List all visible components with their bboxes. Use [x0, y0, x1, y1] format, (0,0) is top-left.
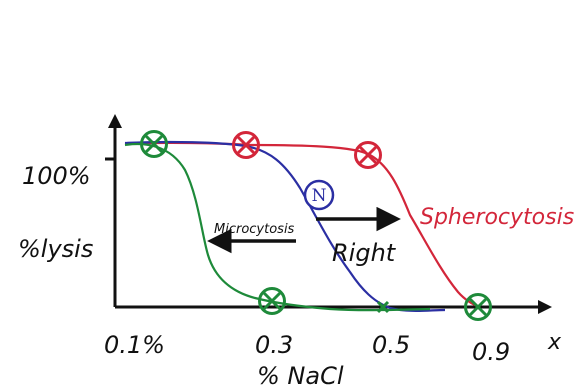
series-line-normal: [124, 140, 446, 312]
chart-text: 100% %lysis 0.1% 0.3 0.5 0.9 x % NaCl Mi…: [18, 162, 574, 390]
marker-spherocytosis-top-left: [232, 131, 260, 159]
x-axis-arrowhead: [538, 300, 552, 314]
marker-spherocytosis-top-right: [354, 141, 382, 169]
marker-microcytosis-top: [140, 130, 168, 158]
microcytosis-label: Microcytosis: [214, 222, 295, 237]
x-axis-end-label: x: [547, 330, 562, 355]
spherocytosis-label: Spherocytosis: [420, 205, 574, 230]
marker-microcytosis-bottom: [258, 287, 286, 315]
series-line-microcytosis: [124, 142, 431, 312]
axes: [105, 114, 552, 314]
x-tick-0-3: 0.3: [255, 331, 293, 359]
x-tick-0-5: 0.5: [372, 331, 410, 359]
x-tick-0-1: 0.1%: [104, 331, 165, 359]
y-axis-label: %lysis: [18, 235, 93, 263]
normal-marker-label: N: [312, 186, 327, 206]
x-axis-label: % NaCl: [257, 362, 344, 390]
x-tick-0-9: 0.9: [472, 338, 510, 366]
marker-microcytosis-mid: [376, 300, 390, 314]
normal-marker: N: [303, 179, 335, 211]
right-shift-label: Right: [332, 239, 397, 267]
y-axis-arrowhead: [108, 114, 122, 128]
marker-spherocytosis-bottom: [464, 293, 492, 321]
annotation-arrows: [207, 206, 401, 254]
markers: [140, 130, 492, 321]
y-tick-100: 100%: [22, 162, 91, 190]
